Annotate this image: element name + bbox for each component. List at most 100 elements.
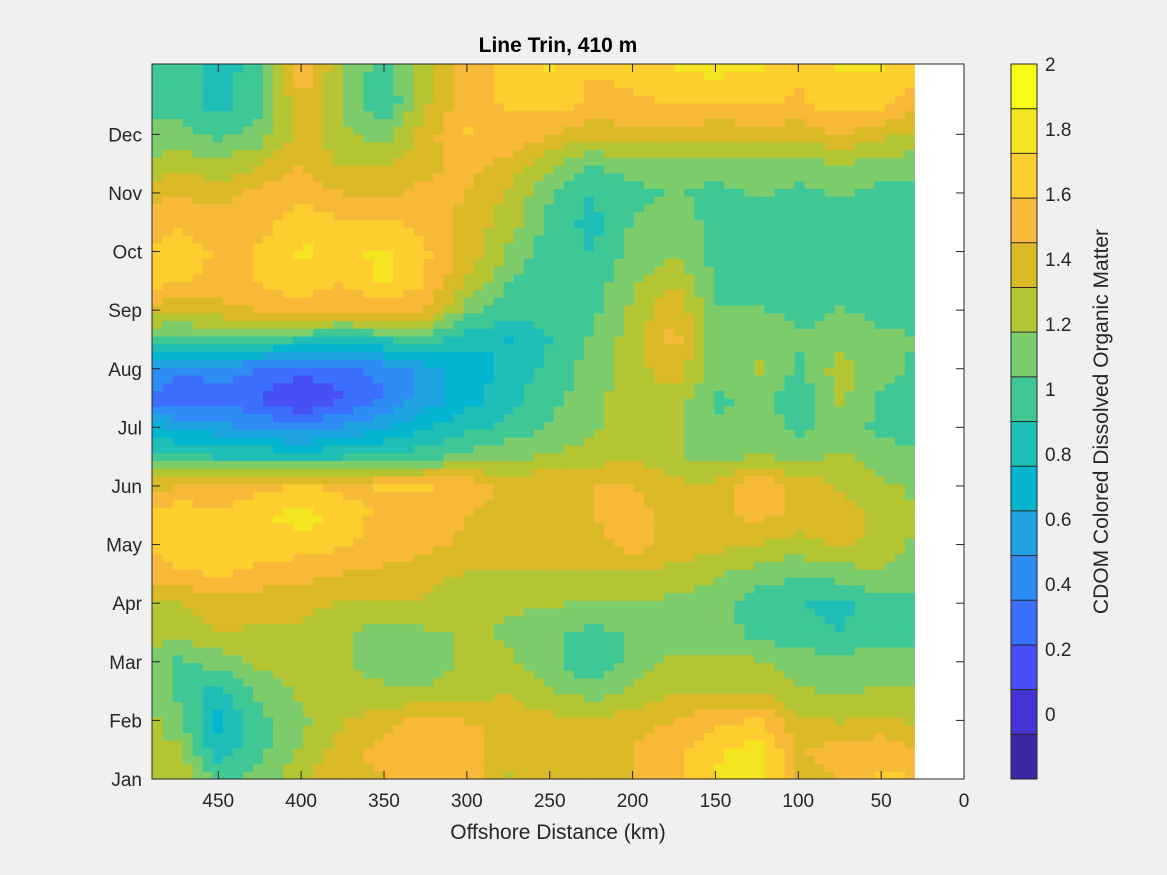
heatmap-cell xyxy=(803,646,815,656)
heatmap-cell xyxy=(683,538,695,547)
heatmap-cell xyxy=(763,732,775,741)
heatmap-cell xyxy=(693,677,705,687)
heatmap-cell xyxy=(583,227,594,236)
heatmap-cell xyxy=(723,196,735,205)
heatmap-cell xyxy=(432,289,444,298)
heatmap-cell xyxy=(623,273,635,283)
heatmap-cell xyxy=(643,172,655,182)
heatmap-cell xyxy=(382,320,394,329)
heatmap-cell xyxy=(392,623,404,632)
heatmap-cell xyxy=(462,102,474,112)
heatmap-cell xyxy=(523,763,534,772)
heatmap-cell xyxy=(723,677,735,687)
heatmap-cell xyxy=(563,336,574,345)
heatmap-cell xyxy=(543,709,554,718)
heatmap-cell xyxy=(503,615,514,625)
heatmap-cell xyxy=(703,382,715,392)
heatmap-cell xyxy=(442,273,454,283)
heatmap-cell xyxy=(884,126,895,135)
heatmap-cell xyxy=(432,250,444,259)
heatmap-cell xyxy=(643,118,655,127)
heatmap-cell xyxy=(683,258,695,267)
heatmap-cell xyxy=(432,701,444,710)
heatmap-cell xyxy=(894,227,905,236)
heatmap-cell xyxy=(503,584,514,594)
heatmap-cell xyxy=(673,608,685,617)
heatmap-cell xyxy=(864,79,875,88)
heatmap-cell xyxy=(583,608,594,617)
heatmap-cell xyxy=(904,71,915,81)
heatmap-cell xyxy=(643,211,655,221)
heatmap-cell xyxy=(553,421,564,430)
heatmap-cell xyxy=(753,740,765,749)
heatmap-cell xyxy=(693,530,705,539)
heatmap-cell xyxy=(874,382,885,392)
heatmap-cell xyxy=(523,95,534,104)
heatmap-cell xyxy=(533,359,544,368)
heatmap-cell xyxy=(412,724,424,733)
heatmap-cell xyxy=(693,64,705,73)
heatmap-cell xyxy=(884,592,895,601)
heatmap-cell xyxy=(633,141,645,151)
heatmap-cell xyxy=(854,374,865,384)
heatmap-cell xyxy=(633,382,645,392)
heatmap-cell xyxy=(493,755,504,765)
heatmap-cell xyxy=(462,157,474,166)
heatmap-cell xyxy=(693,126,705,135)
heatmap-cell xyxy=(553,701,564,710)
heatmap-cell xyxy=(412,413,424,423)
heatmap-cell xyxy=(643,242,655,252)
heatmap-cell xyxy=(854,180,865,189)
heatmap-cell xyxy=(482,180,494,189)
heatmap-cell xyxy=(904,188,915,197)
heatmap-cell xyxy=(864,468,875,477)
heatmap-cell xyxy=(593,468,604,477)
heatmap-cell xyxy=(783,608,795,617)
heatmap-cell xyxy=(442,328,454,337)
heatmap-cell xyxy=(422,312,434,322)
heatmap-cell xyxy=(854,506,865,516)
heatmap-cell xyxy=(613,522,625,531)
heatmap-cell xyxy=(803,87,815,96)
heatmap-cell xyxy=(422,336,434,345)
heatmap-cell xyxy=(673,724,685,733)
heatmap-cell xyxy=(723,522,735,531)
heatmap-cell xyxy=(513,506,524,516)
heatmap-cell xyxy=(513,382,524,392)
heatmap-cell xyxy=(733,297,745,306)
heatmap-cell xyxy=(603,79,614,88)
heatmap-cell xyxy=(733,693,745,702)
heatmap-cell xyxy=(813,273,825,283)
heatmap-cell xyxy=(763,584,775,594)
heatmap-cell xyxy=(462,227,474,236)
heatmap-cell xyxy=(683,188,695,197)
heatmap-cell xyxy=(543,468,554,477)
heatmap-cell xyxy=(743,180,755,189)
heatmap-cell xyxy=(533,763,544,772)
heatmap-cell xyxy=(633,336,645,345)
heatmap-cell xyxy=(633,398,645,407)
heatmap-cell xyxy=(673,157,685,166)
heatmap-cell xyxy=(874,133,885,143)
heatmap-cell xyxy=(392,677,404,687)
heatmap-cell xyxy=(773,336,785,345)
heatmap-cell xyxy=(733,429,745,438)
heatmap-cell xyxy=(653,600,665,609)
heatmap-cell xyxy=(864,701,875,710)
heatmap-cell xyxy=(673,126,685,135)
heatmap-cell xyxy=(803,367,815,376)
heatmap-cell xyxy=(442,336,454,345)
heatmap-cell xyxy=(573,421,584,430)
heatmap-cell xyxy=(613,374,625,384)
heatmap-cell xyxy=(723,499,735,508)
heatmap-cell xyxy=(803,755,815,765)
heatmap-cell xyxy=(904,763,915,772)
heatmap-cell xyxy=(563,444,574,454)
heatmap-cell xyxy=(543,771,554,780)
heatmap-cell xyxy=(693,413,705,423)
heatmap-cell xyxy=(824,452,835,461)
heatmap-cell xyxy=(874,304,885,314)
heatmap-cell xyxy=(452,732,464,741)
heatmap-cell xyxy=(884,141,895,151)
heatmap-cell xyxy=(633,530,645,539)
